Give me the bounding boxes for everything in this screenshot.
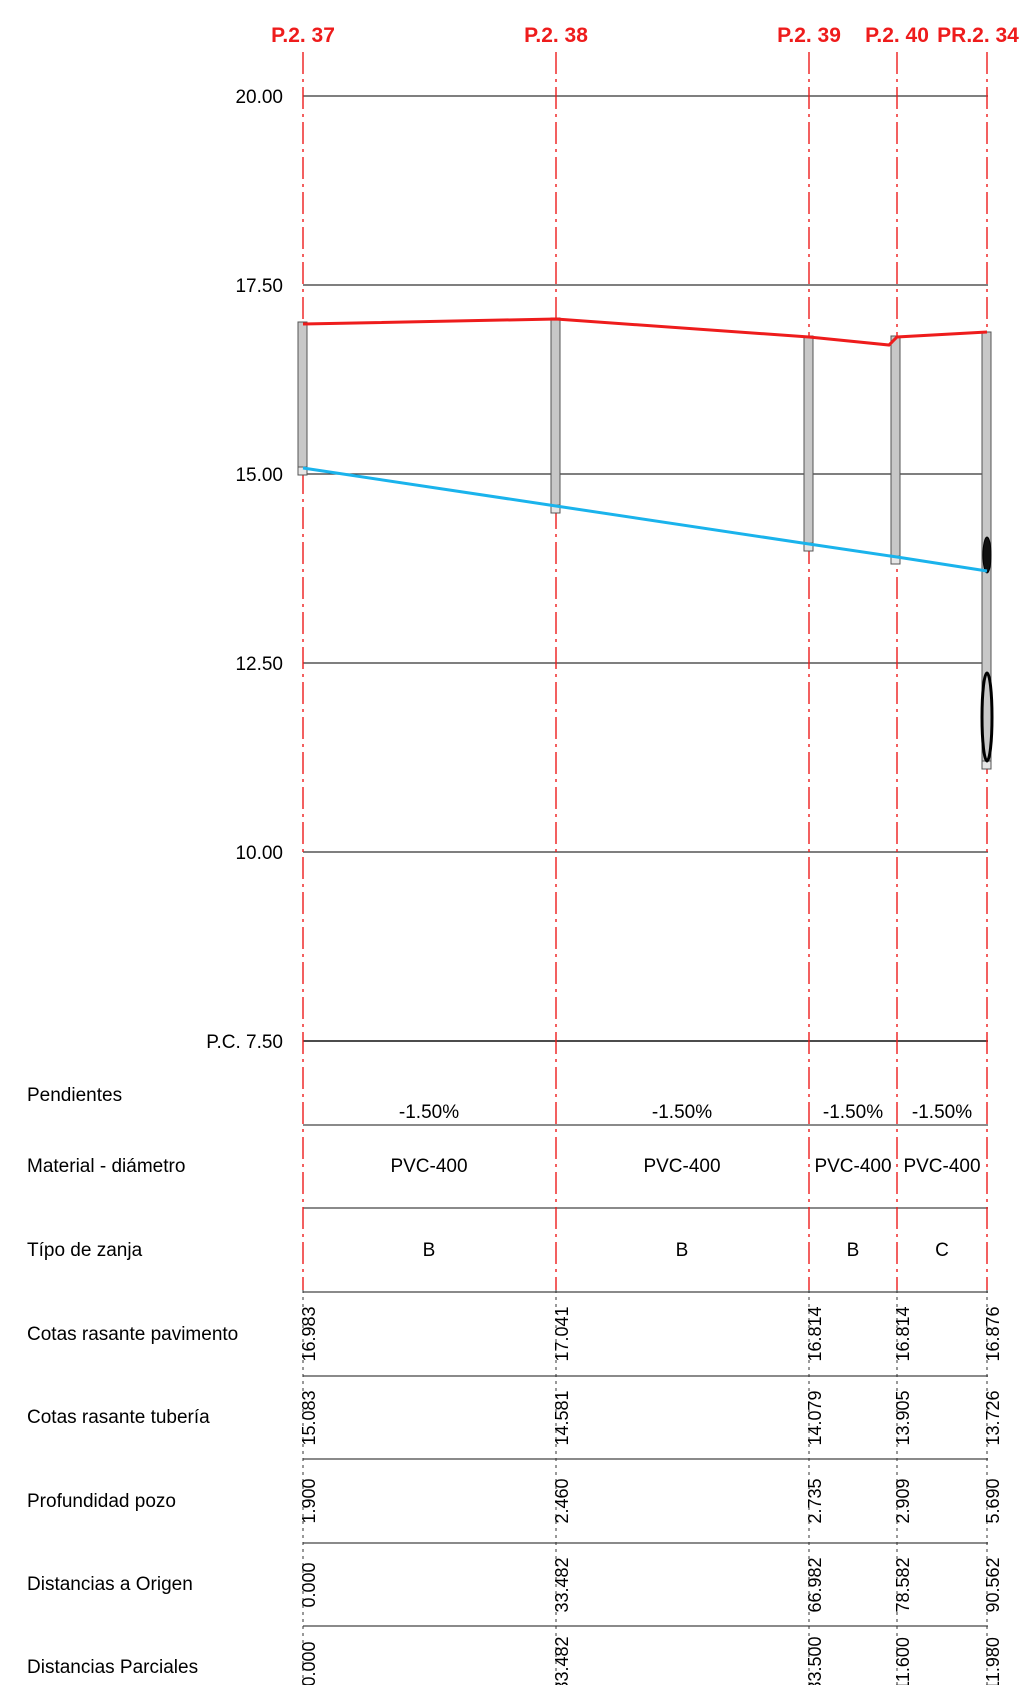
origin-distance-value: 0.000 [299, 1562, 319, 1607]
row-label-profundidad: Profundidad pozo [27, 1491, 176, 1512]
partial-distance-value: 33.500 [805, 1636, 825, 1685]
well-base-37 [297, 466, 308, 476]
row-labels: Pendientes Material - diámetro Típo de z… [27, 1085, 238, 1678]
well-shaft-40 [890, 335, 901, 565]
well-label-pr34: PR.2. 34 [937, 24, 1019, 47]
row-label-origen: Distancias a Origen [27, 1574, 193, 1595]
table-separators [303, 1124, 988, 1627]
pavement-elevation-value: 16.983 [299, 1306, 319, 1361]
well-labels: P.2. 37 P.2. 38 P.2. 39 P.2. 40 PR.2. 34 [271, 24, 1019, 47]
elev-label-10: 10.00 [235, 843, 283, 864]
material-value: PVC-400 [643, 1156, 720, 1177]
well-depth-value: 2.735 [805, 1478, 825, 1523]
trench-type-value: B [676, 1240, 689, 1261]
well-label-37: P.2. 37 [271, 24, 335, 47]
trench-type-value: C [935, 1240, 949, 1261]
row-label-zanja: Típo de zanja [27, 1240, 143, 1261]
origin-distances: 0.000 33.482 66.982 78.582 90.562 [299, 1557, 1003, 1612]
well-shafts [297, 317, 992, 770]
well-shaft-37 [297, 321, 308, 476]
origin-distance-value: 66.982 [805, 1557, 825, 1612]
pipe-connections [980, 536, 994, 763]
well-depth-value: 2.909 [893, 1478, 913, 1523]
pipe-profile-line [302, 466, 988, 573]
well-label-40: P.2. 40 [865, 24, 929, 47]
pavement-elevation-value: 17.041 [552, 1306, 572, 1361]
slope-value: -1.50% [652, 1102, 712, 1123]
row-label-pavimento: Cotas rasante pavimento [27, 1324, 238, 1345]
row-label-material: Material - diámetro [27, 1156, 185, 1177]
slope-value: -1.50% [399, 1102, 459, 1123]
pipe-elevations: 15.083 14.581 14.079 13.905 13.726 [299, 1390, 1003, 1445]
pipe-elevation-value: 13.905 [893, 1390, 913, 1445]
pipe-elevation-value: 13.726 [983, 1390, 1003, 1445]
elev-label-17-5: 17.50 [235, 276, 283, 297]
material-value: PVC-400 [814, 1156, 891, 1177]
pavement-elevation-value: 16.876 [983, 1306, 1003, 1361]
row-label-tuberia: Cotas rasante tubería [27, 1407, 210, 1428]
segment-values: -1.50% -1.50% -1.50% -1.50% PVC-400 PVC-… [390, 1102, 980, 1261]
well-depth-value: 5.690 [983, 1478, 1003, 1523]
well-label-39: P.2. 39 [777, 24, 841, 47]
well-depths: 1.900 2.460 2.735 2.909 5.690 [299, 1478, 1003, 1523]
elevation-grid [303, 95, 988, 1042]
pipe-connection-lower [980, 671, 994, 763]
pavement-elevation-value: 16.814 [893, 1306, 913, 1361]
well-shaft-38 [550, 317, 561, 514]
row-label-parciales: Distancias Parciales [27, 1657, 198, 1678]
origin-distance-value: 90.562 [983, 1557, 1003, 1612]
well-label-38: P.2. 38 [524, 24, 588, 47]
well-ticks [302, 1290, 988, 1685]
material-value: PVC-400 [390, 1156, 467, 1177]
partial-distance-value: 11.980 [983, 1637, 1003, 1685]
pavement-profile-line [302, 317, 988, 347]
datum-label: P.C. 7.50 [206, 1032, 283, 1053]
pipe-elevation-value: 15.083 [299, 1390, 319, 1445]
elev-label-12-5: 12.50 [235, 654, 283, 675]
partial-distance-value: 33.482 [552, 1636, 572, 1685]
trench-type-value: B [423, 1240, 436, 1261]
row-label-pendientes: Pendientes [27, 1085, 122, 1106]
elevation-labels: 20.00 17.50 15.00 12.50 10.00 P.C. 7.50 [206, 87, 283, 1053]
trench-type-value: B [847, 1240, 860, 1261]
slope-value: -1.50% [823, 1102, 883, 1123]
well-depth-value: 2.460 [552, 1478, 572, 1523]
origin-distance-value: 78.582 [893, 1557, 913, 1612]
pipe-elevation-value: 14.581 [552, 1390, 572, 1445]
material-value: PVC-400 [903, 1156, 980, 1177]
well-shaft-39 [803, 335, 814, 552]
partial-distance-value: 11.600 [893, 1637, 913, 1685]
pavement-elevation-value: 16.814 [805, 1306, 825, 1361]
well-axes [302, 52, 988, 1290]
elev-label-20: 20.00 [235, 87, 283, 108]
slope-value: -1.50% [912, 1102, 972, 1123]
origin-distance-value: 33.482 [552, 1557, 572, 1612]
pipe-connection-upper [982, 536, 992, 574]
pipe-elevation-value: 14.079 [805, 1390, 825, 1445]
elev-label-15: 15.00 [235, 465, 283, 486]
pavement-elevations: 16.983 17.041 16.814 16.814 16.876 [299, 1306, 1003, 1361]
partial-distance-value: 0.000 [299, 1641, 319, 1685]
well-depth-value: 1.900 [299, 1478, 319, 1523]
partial-distances: 0.000 33.482 33.500 11.600 11.980 [299, 1636, 1003, 1685]
